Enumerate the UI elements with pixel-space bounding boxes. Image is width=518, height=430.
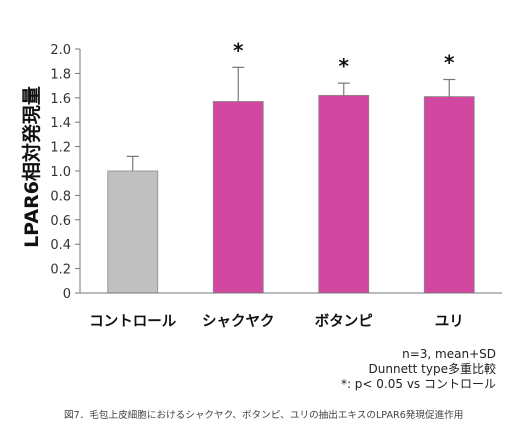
bar <box>423 96 475 294</box>
x-tick-label: ユリ <box>435 314 464 330</box>
y-axis: 0 0.2 0.4 0.6 0.8 1.0 1.2 1.4 1.6 1.8 2.0 <box>50 43 81 302</box>
y-tick-label: 0.2 <box>50 263 71 278</box>
y-tick-label: 1.4 <box>50 116 71 131</box>
y-axis-label: LPAR6相対発現量 <box>20 86 43 248</box>
significance-marker: * <box>444 51 455 75</box>
note-sample-size: n=3, mean+SD <box>402 347 496 361</box>
y-tick-label: 1.0 <box>50 165 71 180</box>
x-tick-label: ボタンピ <box>315 313 373 330</box>
y-tick-label: 0.8 <box>50 189 71 204</box>
significance-marker: * <box>339 54 350 78</box>
y-tick-label: 0.6 <box>50 214 71 229</box>
y-tick-label: 0.4 <box>50 238 71 253</box>
bar-chart: 0 0.2 0.4 0.6 0.8 1.0 1.2 1.4 1.6 1.8 2.0 * * * コントロ… <box>20 38 502 330</box>
bar <box>212 101 264 294</box>
y-tick-label: 2.0 <box>50 43 71 58</box>
note-statistical-test: Dunnett type多重比較 <box>368 362 496 376</box>
note-significance: *: p< 0.05 vs コントロール <box>340 377 496 391</box>
bar <box>107 170 159 294</box>
figure-caption: 図7．毛包上皮細胞におけるシャクヤク、ボタンピ、ユリの抽出エキスのLPAR6発現… <box>64 410 464 421</box>
y-tick-label: 1.2 <box>50 141 71 156</box>
bar <box>318 94 370 294</box>
bars: * * * <box>107 38 475 294</box>
y-tick-label: 0 <box>63 287 71 302</box>
x-tick-label: シャクヤク <box>202 313 275 330</box>
significance-marker: * <box>233 38 244 62</box>
x-tick-label: コントロール <box>89 314 176 330</box>
y-tick-label: 1.8 <box>50 67 71 82</box>
y-tick-label: 1.6 <box>50 92 71 107</box>
x-axis: コントロール シャクヤク ボタンピ ユリ <box>80 292 502 330</box>
